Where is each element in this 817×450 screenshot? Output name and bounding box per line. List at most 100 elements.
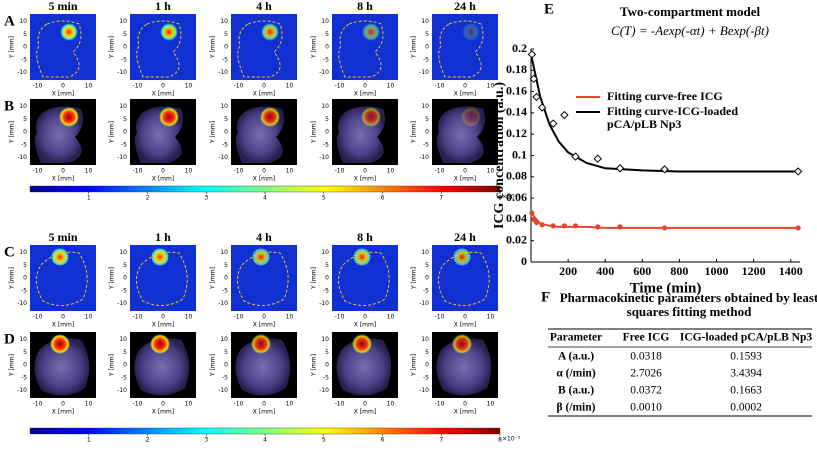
x-tick-label: 0 — [61, 401, 65, 408]
image-frame — [332, 14, 398, 80]
data-point — [529, 74, 538, 84]
y-tick-label: -10 — [419, 154, 429, 161]
panel-letter: D — [4, 331, 15, 347]
y-tick-label: -5 — [423, 287, 429, 294]
time-label: 1 h — [155, 230, 171, 244]
x-tick-label: 10 — [85, 401, 93, 408]
background-noise — [432, 14, 498, 80]
time-label: 1 h — [155, 0, 171, 13]
x-tick-label: 0 — [161, 168, 165, 175]
panel-letter: A — [4, 13, 15, 29]
time-label: 8 h — [357, 0, 373, 13]
y-tick-label: 0 — [123, 275, 127, 282]
panel-letter: B — [4, 98, 14, 114]
y-tick-label: -5 — [121, 287, 127, 294]
data-point — [537, 103, 547, 112]
x-axis-label: X [mm] — [354, 91, 376, 98]
y-tick-label: 0.1 — [512, 147, 527, 161]
table-title: Pharmacokinetic parameters obtained by l… — [559, 290, 817, 319]
x-tick-label: 1200 — [742, 264, 766, 278]
y-tick-label: 5 — [23, 31, 27, 38]
data-point — [572, 223, 579, 229]
data-point — [593, 154, 602, 163]
y-tick-label: 0 — [425, 275, 429, 282]
y-tick-label: -5 — [121, 141, 127, 148]
y-tick-label: -5 — [423, 141, 429, 148]
y-axis-label: Y [mm] — [210, 267, 217, 290]
signal-spot — [361, 107, 381, 127]
signal-spot — [51, 248, 69, 266]
x-tick-label: 0 — [262, 401, 266, 408]
data-point — [549, 119, 558, 128]
x-axis-label: X [mm] — [52, 176, 74, 183]
colorbar-tick-label: 8 — [498, 437, 502, 444]
x-tick-label: 0 — [363, 168, 367, 175]
legend-label: Fitting curve-ICG-loaded pCA/pLB Np3 — [607, 104, 738, 131]
y-tick-label: 0 — [325, 275, 329, 282]
y-tick-label: 10 — [421, 249, 429, 256]
y-tick-label: -10 — [117, 154, 127, 161]
data-point — [539, 222, 545, 228]
table-cell: 0.1663 — [730, 385, 762, 397]
data-point — [795, 225, 801, 231]
y-tick-label: -5 — [222, 287, 228, 294]
x-tick-label: -10 — [234, 314, 244, 321]
x-tick-label: 800 — [670, 264, 688, 278]
colorbar-tick-label: 5 — [322, 195, 326, 202]
x-axis-label: X [mm] — [354, 176, 376, 183]
y-tick-label: 0 — [425, 44, 429, 51]
y-tick-label: -10 — [218, 300, 228, 307]
y-tick-label: 5 — [123, 31, 127, 38]
colorbar-tick-label: 4 — [263, 437, 267, 444]
x-tick-label: 600 — [633, 264, 651, 278]
y-tick-label: -5 — [423, 56, 429, 63]
tumor-outline — [151, 248, 169, 266]
y-tick-label: 5 — [425, 116, 429, 123]
signal-spot — [59, 107, 79, 127]
time-label: 24 h — [454, 0, 476, 13]
y-tick-label: -10 — [319, 154, 329, 161]
body-outline — [338, 20, 384, 78]
y-tick-label: -10 — [17, 300, 27, 307]
image-frame — [130, 14, 196, 80]
y-tick-label: 0 — [224, 362, 228, 369]
x-tick-label: 10 — [185, 168, 193, 175]
y-tick-label: 5 — [425, 262, 429, 269]
x-tick-label: 10 — [286, 401, 294, 408]
tumor-outline — [453, 248, 471, 266]
x-tick-label: -10 — [133, 168, 143, 175]
y-tick-label: -10 — [218, 154, 228, 161]
y-tick-label: 0 — [521, 254, 527, 268]
chart-title: Two-compartment model — [620, 4, 761, 19]
background-noise — [231, 14, 297, 80]
x-tick-label: 0 — [61, 83, 65, 90]
data-point — [533, 219, 540, 226]
y-axis-label: Y [mm] — [9, 267, 16, 290]
data-point — [561, 223, 567, 229]
y-tick-label: 10 — [19, 249, 27, 256]
colorbar-tick-label: 6 — [381, 437, 385, 444]
y-tick-label: 10 — [19, 336, 27, 343]
panel-letter: E — [544, 1, 554, 17]
x-tick-label: 10 — [487, 168, 495, 175]
y-tick-label: 5 — [23, 262, 27, 269]
y-tick-label: -10 — [117, 300, 127, 307]
y-tick-label: 0.06 — [506, 190, 527, 204]
signal-spot — [50, 334, 70, 354]
x-tick-label: 10 — [387, 168, 395, 175]
y-axis-label: Y [mm] — [411, 36, 418, 59]
y-tick-label: 5 — [325, 31, 329, 38]
x-axis-label: X [mm] — [152, 322, 174, 329]
y-axis-label: Y [mm] — [9, 354, 16, 377]
y-axis-label: Y [mm] — [411, 121, 418, 144]
y-tick-label: 0 — [23, 129, 27, 136]
x-axis-label: X [mm] — [253, 176, 275, 183]
table-cell: 0.1593 — [730, 351, 762, 363]
data-point — [527, 50, 537, 59]
y-tick-label: 0.16 — [506, 83, 527, 97]
x-tick-label: 0 — [161, 401, 165, 408]
y-tick-label: 0.18 — [506, 62, 527, 76]
y-tick-label: 0.12 — [506, 126, 527, 140]
y-tick-label: 0 — [325, 44, 329, 51]
y-tick-label: 10 — [421, 336, 429, 343]
